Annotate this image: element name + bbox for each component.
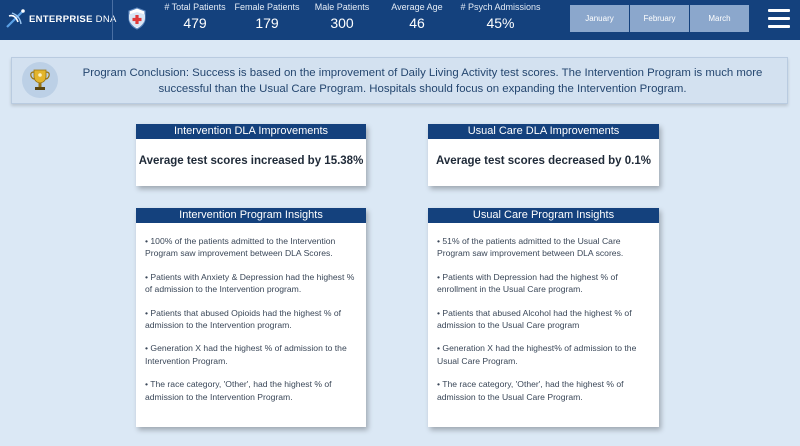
card-title: Intervention Program Insights — [136, 208, 366, 223]
enterprise-dna-logo[interactable]: ENTERPRISE DNA — [4, 8, 117, 30]
kpi-value: 46 — [409, 15, 425, 31]
usual-care-improvements-card: Usual Care DLA Improvements Average test… — [428, 124, 659, 186]
month-button-january[interactable]: January — [570, 5, 629, 32]
card-headline: Average test scores increased by 15.38% — [138, 155, 364, 167]
card-title: Intervention DLA Improvements — [136, 124, 366, 139]
dna-logo-icon — [6, 9, 25, 28]
header-bar: ENTERPRISE DNA # Total Patients 479 Fema… — [0, 0, 800, 40]
card-title: Usual Care DLA Improvements — [428, 124, 659, 139]
kpi-average-age: Average Age 46 — [382, 0, 452, 40]
header-divider — [112, 0, 113, 40]
trophy-badge — [22, 62, 58, 98]
kpi-value: 479 — [183, 15, 207, 31]
kpi-label: Female Patients — [234, 2, 300, 12]
insights-list: • 100% of the patients admitted to the I… — [136, 223, 366, 403]
kpi-label: Average Age — [391, 2, 443, 12]
trophy-icon — [30, 69, 50, 90]
kpi-psych-admissions: # Psych Admissions 45% — [458, 0, 543, 40]
list-item: • 100% of the patients admitted to the I… — [145, 236, 336, 259]
kpi-value: 45% — [486, 15, 515, 31]
list-item: • Patients that abused Alcohol had the h… — [437, 307, 632, 331]
usual-care-insights-card: Usual Care Program Insights • 51% of the… — [428, 208, 659, 427]
conclusion-banner: Program Conclusion: Success is based on … — [11, 57, 788, 104]
month-button-march[interactable]: March — [690, 5, 749, 32]
card-title: Usual Care Program Insights — [428, 208, 659, 223]
list-item: • Patients with Depression had the highe… — [437, 271, 618, 295]
kpi-value: 179 — [255, 15, 279, 31]
list-item: • The race category, 'Other', had the hi… — [145, 379, 332, 402]
card-headline: Average test scores decreased by 0.1% — [435, 155, 651, 167]
hamburger-menu-icon[interactable] — [768, 9, 790, 29]
kpi-label: # Psych Admissions — [460, 2, 541, 12]
insights-list: • 51% of the patients admitted to the Us… — [428, 223, 659, 403]
list-item: • Generation X had the highest % of admi… — [145, 343, 347, 366]
kpi-value: 300 — [330, 15, 354, 31]
list-item: • The race category, 'Other', had the hi… — [437, 379, 624, 402]
list-item: • 51% of the patients admitted to the Us… — [437, 236, 624, 259]
list-item: • Generation X had the highest% of admis… — [437, 343, 637, 366]
kpi-female-patients: Female Patients 179 — [232, 0, 302, 40]
kpi-total-patients: # Total Patients 479 — [160, 0, 230, 40]
kpi-male-patients: Male Patients 300 — [307, 0, 377, 40]
brand-name: ENTERPRISE DNA — [29, 13, 117, 25]
kpi-label: # Total Patients — [164, 2, 226, 12]
intervention-insights-card: Intervention Program Insights • 100% of … — [136, 208, 366, 427]
list-item: • Patients with Anxiety & Depression had… — [145, 271, 355, 295]
kpi-label: Male Patients — [314, 2, 370, 12]
intervention-improvements-card: Intervention DLA Improvements Average te… — [136, 124, 366, 186]
shield-cross-icon — [128, 7, 146, 30]
list-item: • Patients that abused Opioids had the h… — [145, 307, 342, 331]
month-button-february[interactable]: February — [630, 5, 689, 32]
conclusion-text: Program Conclusion: Success is based on … — [82, 67, 763, 95]
